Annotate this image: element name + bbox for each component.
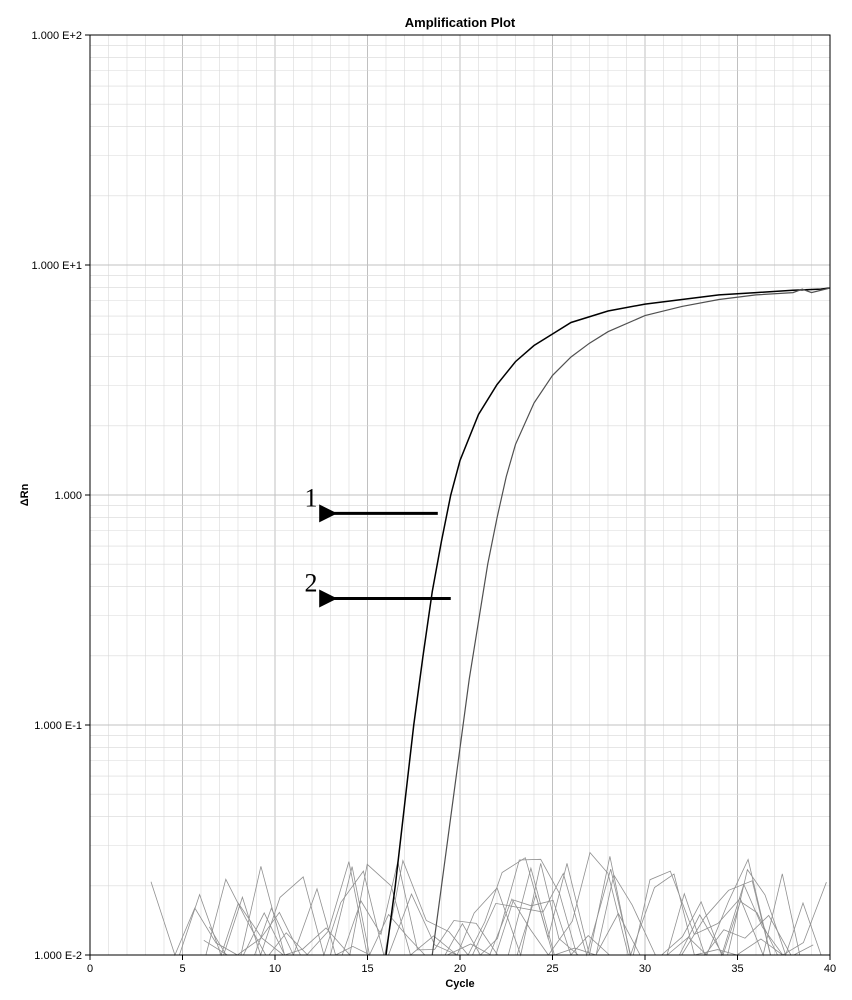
amplification-plot-container: 0 5 10 15 20 25 30 35 40 1.000 E-2 1.000 E-1 1.000 1… — [10, 10, 842, 990]
amplification-plot-svg: 0 5 10 15 20 25 30 35 40 1.000 E-2 1.000 E-1 1.000 1… — [10, 10, 842, 990]
y-tick-label: 1.000 E-2 — [34, 950, 82, 962]
x-tick-label: 40 — [824, 963, 836, 975]
x-tick-label: 25 — [546, 963, 558, 975]
y-tick-label: 1.000 E+2 — [32, 30, 82, 42]
x-tick-label: 35 — [731, 963, 743, 975]
x-tick-label: 30 — [639, 963, 651, 975]
y-tick-label: 1.000 — [54, 490, 82, 502]
x-tick-label: 15 — [361, 963, 373, 975]
y-tick-label: 1.000 E+1 — [32, 260, 82, 272]
x-tick-label: 5 — [179, 963, 185, 975]
annotation-label: 2 — [305, 569, 318, 598]
x-axis-label: Cycle — [445, 978, 474, 990]
x-tick-label: 20 — [454, 963, 466, 975]
x-tick-label: 0 — [87, 963, 93, 975]
y-axis-label: ΔRn — [19, 483, 31, 506]
y-tick-label: 1.000 E-1 — [34, 720, 82, 732]
x-tick-label: 10 — [269, 963, 281, 975]
annotation-label: 1 — [305, 484, 318, 513]
chart-title: Amplification Plot — [405, 15, 516, 30]
